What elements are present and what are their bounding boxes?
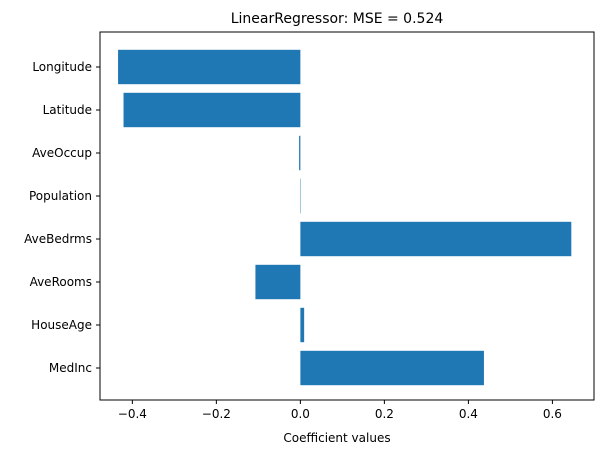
y-tick-label: AveOccup: [32, 146, 92, 160]
y-tick-label: Longitude: [32, 60, 92, 74]
bar-longitude: [118, 49, 301, 85]
y-tick-label: HouseAge: [31, 318, 92, 332]
chart-title: LinearRegressor: MSE = 0.524: [231, 11, 444, 27]
bar-averooms: [255, 264, 301, 300]
bars-group: [118, 49, 572, 386]
x-tick-label: −0.2: [202, 407, 231, 421]
y-tick-label: AveRooms: [30, 275, 92, 289]
bar-aveoccup: [299, 135, 301, 171]
x-axis: −0.4 −0.2 0.0 0.2 0.4 0.6: [118, 400, 562, 421]
x-tick-label: 0.2: [375, 407, 394, 421]
x-axis-label: Coefficient values: [283, 431, 390, 445]
x-tick-label: 0.0: [291, 407, 310, 421]
y-tick-label: Latitude: [43, 103, 92, 117]
y-axis: MedInc HouseAge AveRooms AveBedrms Populatio…: [24, 60, 100, 375]
bar-latitude: [123, 92, 301, 128]
bar-houseage: [300, 307, 305, 343]
y-tick-label: Population: [29, 189, 92, 203]
bar-medinc: [300, 350, 484, 386]
plot-frame: [99, 31, 595, 401]
x-tick-label: 0.6: [543, 407, 562, 421]
y-tick-label: MedInc: [49, 361, 92, 375]
x-tick-label: −0.4: [118, 407, 147, 421]
y-tick-label: AveBedrms: [24, 232, 92, 246]
x-tick-label: 0.4: [459, 407, 478, 421]
bar-avebedrms: [300, 221, 572, 257]
